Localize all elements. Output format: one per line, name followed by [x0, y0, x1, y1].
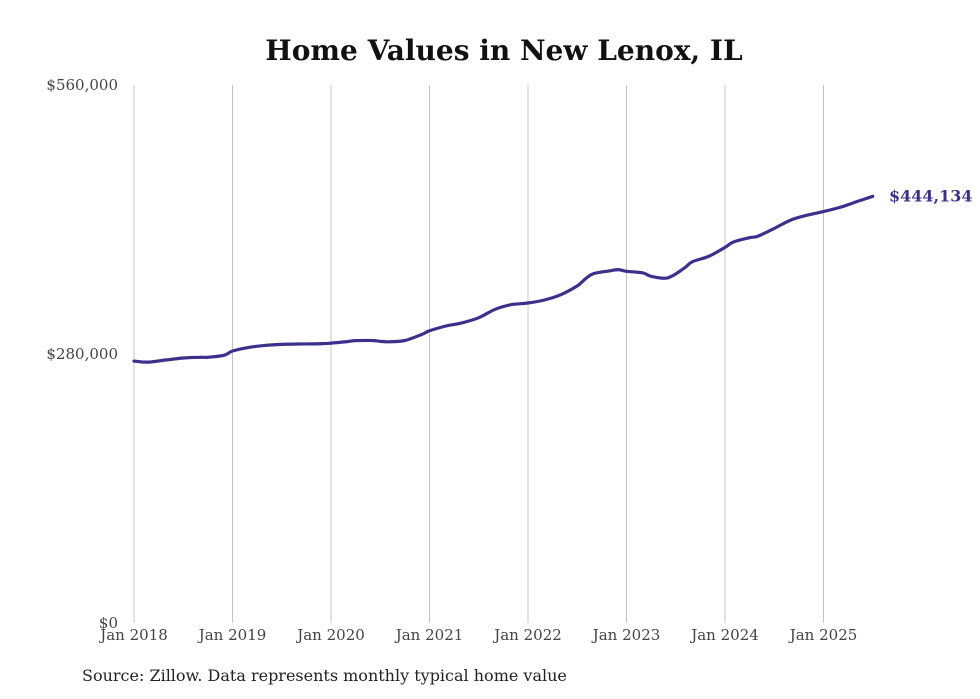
home-value-line	[132, 194, 875, 364]
x-axis-ticks: Jan 2018 Jan 2019 Jan 2020 Jan 2021 Jan 2022…	[98, 626, 857, 644]
y-tick-label: $0	[99, 614, 118, 632]
x-tick-label: Jan 2023	[591, 626, 661, 644]
x-tick-label: Jan 2018	[98, 626, 168, 644]
x-tick-label: Jan 2022	[492, 626, 562, 644]
x-tick-label: Jan 2025	[788, 626, 858, 644]
x-tick-label: Jan 2021	[394, 626, 464, 644]
chart-title: Home Values in New Lenox, IL	[265, 34, 743, 67]
gridlines	[133, 85, 824, 623]
source-note: Source: Zillow. Data represents monthly …	[82, 666, 567, 685]
y-tick-label: $560,000	[46, 76, 118, 94]
x-tick-label: Jan 2019	[197, 626, 267, 644]
y-axis-ticks: $0 $280,000 $560,000	[46, 76, 118, 632]
x-tick-label: Jan 2020	[295, 626, 365, 644]
last-value-label: $444,134	[889, 186, 973, 205]
x-tick-label: Jan 2024	[689, 626, 759, 644]
y-tick-label: $280,000	[46, 345, 118, 363]
